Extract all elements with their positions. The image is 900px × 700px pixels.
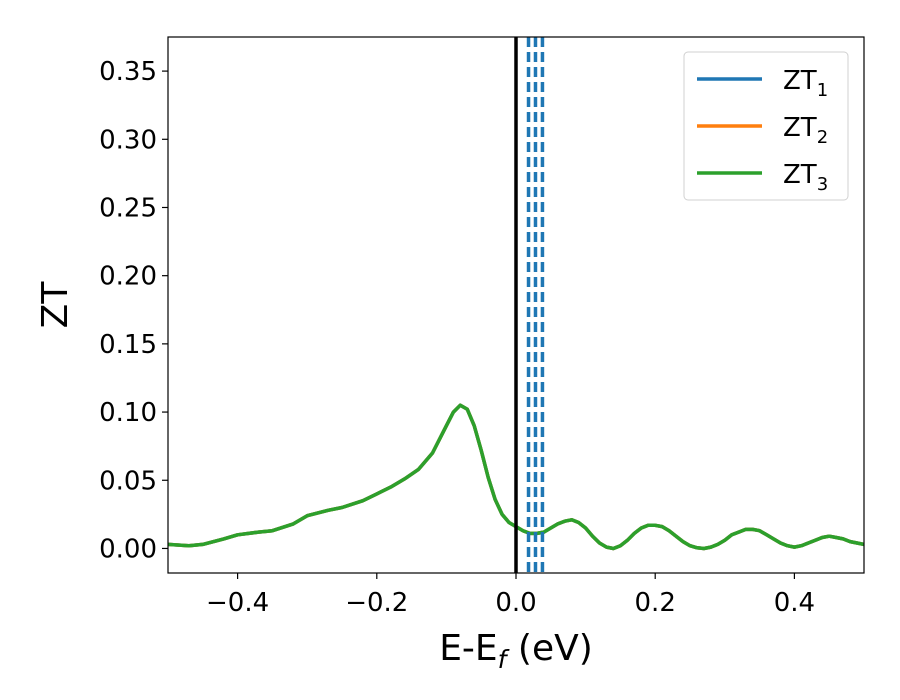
x-tick-label: 0.0	[495, 588, 536, 618]
legend-label-zt2: ZT2	[783, 113, 828, 148]
plot-area	[168, 37, 864, 573]
y-tick-label: 0.25	[99, 193, 157, 223]
y-axis: 0.00 0.05 0.10 0.15 0.20 0.25 0.30 0.35	[99, 57, 168, 564]
y-tick-label: 0.20	[99, 262, 157, 292]
legend: ZT1 ZT2 ZT3	[683, 51, 849, 201]
y-tick-label: 0.10	[99, 398, 157, 428]
y-tick-label: 0.35	[99, 57, 157, 87]
y-tick-label: 0.30	[99, 125, 157, 155]
x-axis: −0.4 −0.2 0.0 0.2 0.4	[206, 573, 815, 618]
x-axis-title: E-Ef (eV)	[439, 628, 593, 674]
legend-label-zt3: ZT3	[783, 160, 828, 195]
y-tick-label: 0.00	[99, 534, 157, 564]
y-axis-title: ZT	[35, 281, 76, 329]
legend-label-zt1: ZT1	[783, 66, 828, 101]
x-tick-label: −0.2	[345, 588, 408, 618]
series-line-zt3	[168, 403, 864, 551]
legend-box	[683, 51, 849, 201]
x-tick-label: −0.4	[206, 588, 269, 618]
x-tick-label: 0.2	[635, 588, 676, 618]
x-tick-label: 0.4	[774, 588, 815, 618]
y-tick-label: 0.05	[99, 466, 157, 496]
y-tick-label: 0.15	[99, 330, 157, 360]
x-axis-title-main: E-E	[439, 628, 497, 669]
x-axis-title-unit: (eV)	[506, 628, 592, 669]
